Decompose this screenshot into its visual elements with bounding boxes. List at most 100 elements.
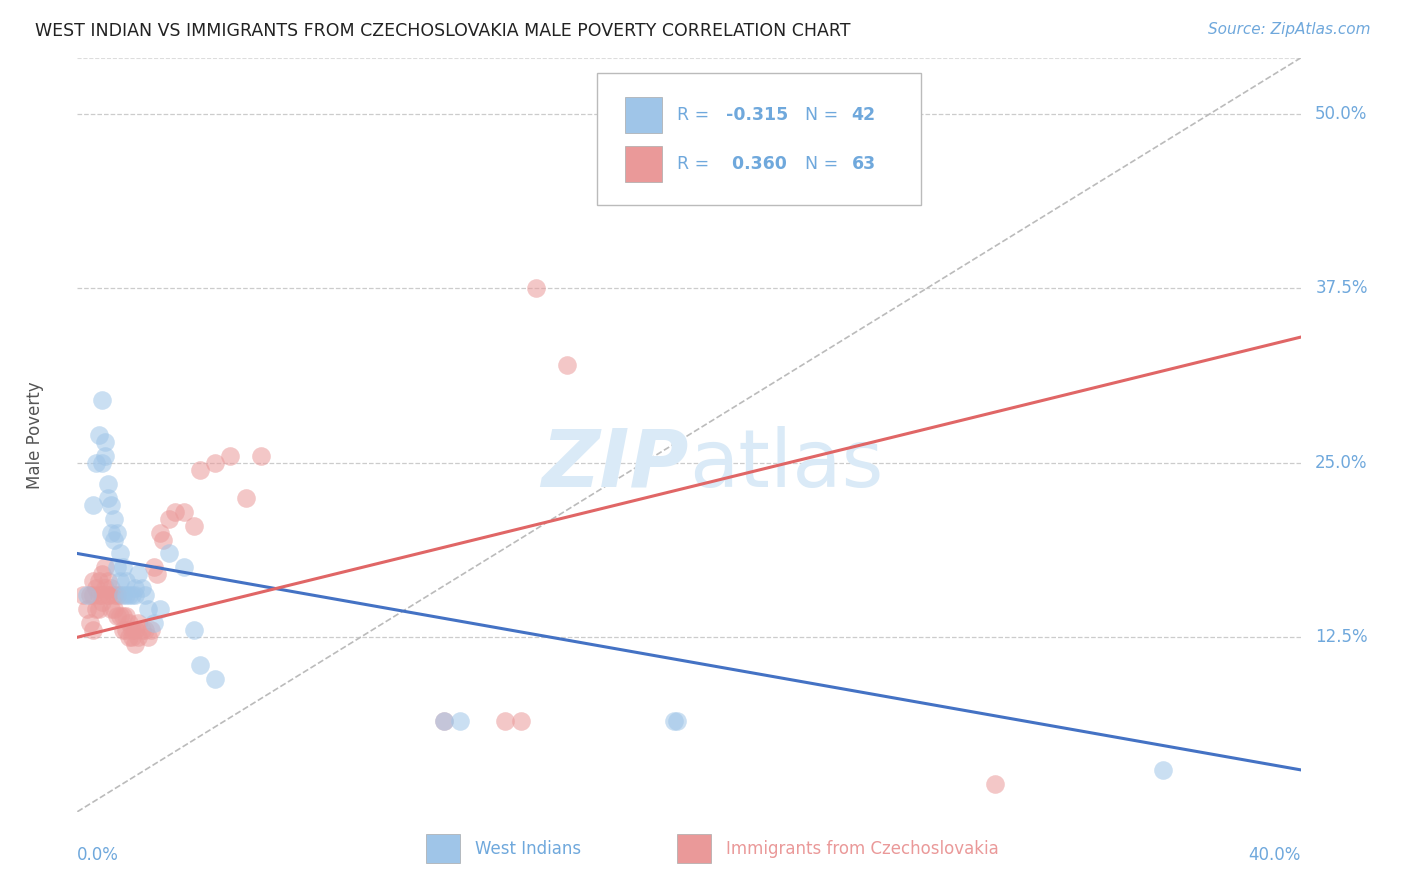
Point — [124, 637, 146, 651]
Point — [82, 498, 104, 512]
Text: 42: 42 — [852, 106, 876, 124]
Point — [665, 714, 688, 728]
Text: West Indians: West Indians — [475, 839, 581, 857]
Text: atlas: atlas — [689, 426, 883, 504]
Point — [87, 602, 110, 616]
Point — [79, 588, 101, 602]
Point — [136, 602, 159, 616]
Point — [157, 547, 180, 561]
Text: 63: 63 — [852, 155, 876, 173]
Point — [84, 602, 107, 616]
Point — [555, 358, 578, 372]
Text: Male Poverty: Male Poverty — [25, 381, 44, 489]
Text: 0.0%: 0.0% — [77, 846, 120, 863]
Point — [82, 574, 104, 589]
Point — [82, 624, 104, 638]
Point — [524, 281, 547, 295]
Point — [108, 547, 131, 561]
Point — [108, 574, 131, 589]
Point — [108, 588, 131, 602]
FancyBboxPatch shape — [598, 73, 921, 205]
Point — [188, 463, 211, 477]
Point — [204, 456, 226, 470]
Point — [149, 602, 172, 616]
Point — [136, 630, 159, 644]
FancyBboxPatch shape — [626, 97, 662, 134]
Text: 25.0%: 25.0% — [1315, 454, 1368, 472]
Point — [97, 491, 120, 505]
Text: 50.0%: 50.0% — [1315, 105, 1368, 123]
Point — [152, 533, 174, 547]
Point — [90, 392, 112, 407]
Point — [235, 491, 257, 505]
Point — [105, 609, 128, 624]
Text: R =: R = — [676, 155, 714, 173]
Point — [121, 588, 143, 602]
Point — [94, 434, 117, 449]
Point — [173, 560, 195, 574]
Point — [76, 602, 98, 616]
Point — [72, 588, 94, 602]
Point — [495, 714, 517, 728]
Point — [105, 560, 128, 574]
Point — [433, 714, 456, 728]
Text: R =: R = — [676, 106, 714, 124]
Point — [100, 525, 122, 540]
Text: WEST INDIAN VS IMMIGRANTS FROM CZECHOSLOVAKIA MALE POVERTY CORRELATION CHART: WEST INDIAN VS IMMIGRANTS FROM CZECHOSLO… — [35, 22, 851, 40]
Point — [134, 624, 156, 638]
Point — [1152, 763, 1174, 777]
Point — [121, 630, 143, 644]
Point — [134, 588, 156, 602]
Point — [157, 511, 180, 525]
Point — [108, 609, 131, 624]
Text: -0.315: -0.315 — [725, 106, 787, 124]
Point — [90, 567, 112, 582]
Point — [142, 560, 165, 574]
Point — [131, 582, 153, 596]
Point — [127, 616, 149, 631]
Point — [105, 525, 128, 540]
Text: N =: N = — [806, 106, 844, 124]
Point — [115, 609, 138, 624]
Point — [97, 574, 120, 589]
Point — [149, 525, 172, 540]
Point — [188, 658, 211, 673]
Point — [118, 588, 141, 602]
Text: 0.360: 0.360 — [725, 155, 786, 173]
Point — [115, 588, 138, 602]
Point — [105, 588, 128, 602]
Point — [100, 498, 122, 512]
Point — [509, 714, 531, 728]
Point — [112, 609, 135, 624]
Point — [103, 511, 125, 525]
Point — [87, 574, 110, 589]
Point — [103, 602, 125, 616]
Point — [112, 588, 135, 602]
Point — [103, 588, 125, 602]
Point — [219, 449, 242, 463]
Point — [103, 533, 125, 547]
Point — [118, 616, 141, 631]
Point — [82, 588, 104, 602]
Point — [94, 449, 117, 463]
Point — [662, 714, 685, 728]
Point — [97, 476, 120, 491]
Point — [97, 588, 120, 602]
Point — [449, 714, 471, 728]
FancyBboxPatch shape — [626, 146, 662, 182]
Point — [124, 582, 146, 596]
Point — [100, 602, 122, 616]
Point — [139, 624, 162, 638]
Point — [76, 588, 98, 602]
Point — [100, 582, 122, 596]
Point — [115, 574, 138, 589]
Point — [94, 582, 117, 596]
Point — [87, 588, 110, 602]
FancyBboxPatch shape — [426, 834, 460, 863]
Point — [984, 777, 1007, 791]
Point — [165, 505, 187, 519]
Point — [204, 672, 226, 686]
Point — [121, 624, 143, 638]
Text: Source: ZipAtlas.com: Source: ZipAtlas.com — [1208, 22, 1371, 37]
Text: 37.5%: 37.5% — [1315, 279, 1368, 297]
